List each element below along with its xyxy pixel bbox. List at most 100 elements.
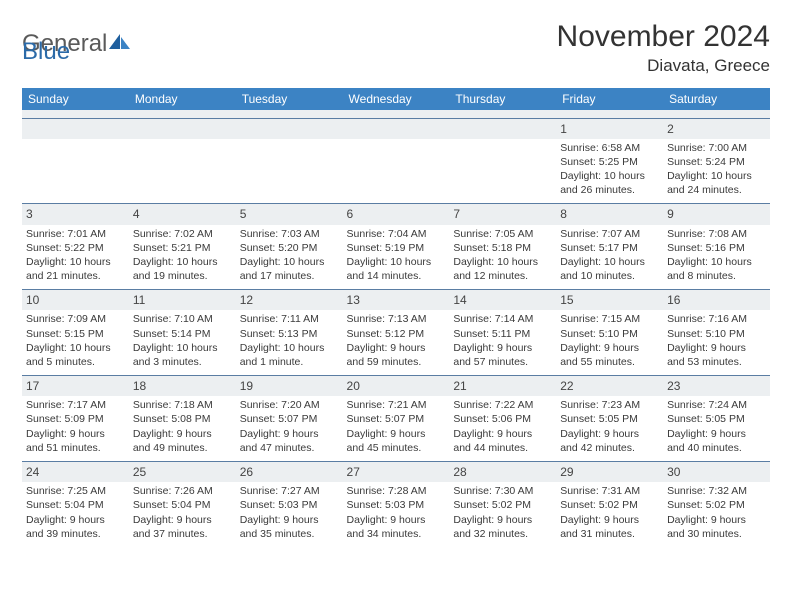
sun-info: Sunrise: 7:24 AMSunset: 5:05 PMDaylight:… (667, 398, 766, 455)
sun-info: Sunrise: 7:28 AMSunset: 5:03 PMDaylight:… (347, 484, 446, 541)
day-cell: 29Sunrise: 7:31 AMSunset: 5:02 PMDayligh… (556, 462, 663, 547)
sunrise-text: Sunrise: 7:15 AM (560, 312, 659, 326)
day-number: 27 (343, 462, 450, 482)
sun-info: Sunrise: 7:31 AMSunset: 5:02 PMDaylight:… (560, 484, 659, 541)
day-cell: 19Sunrise: 7:20 AMSunset: 5:07 PMDayligh… (236, 376, 343, 462)
daylight-text: Daylight: 10 hours and 17 minutes. (240, 255, 339, 283)
sunrise-text: Sunrise: 7:26 AM (133, 484, 232, 498)
day-cell-empty (22, 118, 129, 204)
day-cell: 20Sunrise: 7:21 AMSunset: 5:07 PMDayligh… (343, 376, 450, 462)
sun-info: Sunrise: 7:20 AMSunset: 5:07 PMDaylight:… (240, 398, 339, 455)
calendar-table: Sunday Monday Tuesday Wednesday Thursday… (22, 88, 770, 547)
day-cell: 11Sunrise: 7:10 AMSunset: 5:14 PMDayligh… (129, 290, 236, 376)
daylight-text: Daylight: 10 hours and 8 minutes. (667, 255, 766, 283)
sun-info: Sunrise: 7:02 AMSunset: 5:21 PMDaylight:… (133, 227, 232, 284)
sunset-text: Sunset: 5:04 PM (26, 498, 125, 512)
daylight-text: Daylight: 10 hours and 5 minutes. (26, 341, 125, 369)
day-number: 21 (449, 376, 556, 396)
daylight-text: Daylight: 9 hours and 57 minutes. (453, 341, 552, 369)
day-cell-empty (449, 118, 556, 204)
sunset-text: Sunset: 5:08 PM (133, 412, 232, 426)
day-cell: 21Sunrise: 7:22 AMSunset: 5:06 PMDayligh… (449, 376, 556, 462)
week-row: 1Sunrise: 6:58 AMSunset: 5:25 PMDaylight… (22, 118, 770, 204)
daylight-text: Daylight: 9 hours and 51 minutes. (26, 427, 125, 455)
sunrise-text: Sunrise: 7:24 AM (667, 398, 766, 412)
sun-info: Sunrise: 6:58 AMSunset: 5:25 PMDaylight:… (560, 141, 659, 198)
day-number: 4 (129, 204, 236, 224)
daylight-text: Daylight: 9 hours and 39 minutes. (26, 513, 125, 541)
sunrise-text: Sunrise: 7:10 AM (133, 312, 232, 326)
week-row: 24Sunrise: 7:25 AMSunset: 5:04 PMDayligh… (22, 462, 770, 547)
sunset-text: Sunset: 5:02 PM (667, 498, 766, 512)
sun-info: Sunrise: 7:08 AMSunset: 5:16 PMDaylight:… (667, 227, 766, 284)
daylight-text: Daylight: 10 hours and 1 minute. (240, 341, 339, 369)
day-number: 30 (663, 462, 770, 482)
day-number: 15 (556, 290, 663, 310)
sunset-text: Sunset: 5:20 PM (240, 241, 339, 255)
sunset-text: Sunset: 5:03 PM (240, 498, 339, 512)
daylight-text: Daylight: 9 hours and 32 minutes. (453, 513, 552, 541)
sun-info: Sunrise: 7:04 AMSunset: 5:19 PMDaylight:… (347, 227, 446, 284)
daylight-text: Daylight: 9 hours and 40 minutes. (667, 427, 766, 455)
sunrise-text: Sunrise: 7:11 AM (240, 312, 339, 326)
sunrise-text: Sunrise: 7:23 AM (560, 398, 659, 412)
sunset-text: Sunset: 5:18 PM (453, 241, 552, 255)
daylight-text: Daylight: 9 hours and 30 minutes. (667, 513, 766, 541)
title-block: November 2024 Diavata, Greece (557, 20, 770, 76)
sun-info: Sunrise: 7:32 AMSunset: 5:02 PMDaylight:… (667, 484, 766, 541)
day-number: 23 (663, 376, 770, 396)
day-number: 20 (343, 376, 450, 396)
day-cell: 27Sunrise: 7:28 AMSunset: 5:03 PMDayligh… (343, 462, 450, 547)
sunrise-text: Sunrise: 7:04 AM (347, 227, 446, 241)
daylight-text: Daylight: 9 hours and 37 minutes. (133, 513, 232, 541)
day-number: 5 (236, 204, 343, 224)
daylight-text: Daylight: 9 hours and 31 minutes. (560, 513, 659, 541)
weekday-header: Monday (129, 88, 236, 110)
day-number: 8 (556, 204, 663, 224)
sunset-text: Sunset: 5:10 PM (560, 327, 659, 341)
sunset-text: Sunset: 5:25 PM (560, 155, 659, 169)
daylight-text: Daylight: 10 hours and 3 minutes. (133, 341, 232, 369)
logo-sail-icon (109, 34, 131, 57)
day-number: 17 (22, 376, 129, 396)
day-cell: 2Sunrise: 7:00 AMSunset: 5:24 PMDaylight… (663, 118, 770, 204)
day-cell: 18Sunrise: 7:18 AMSunset: 5:08 PMDayligh… (129, 376, 236, 462)
sun-info: Sunrise: 7:21 AMSunset: 5:07 PMDaylight:… (347, 398, 446, 455)
sun-info: Sunrise: 7:14 AMSunset: 5:11 PMDaylight:… (453, 312, 552, 369)
sunrise-text: Sunrise: 7:01 AM (26, 227, 125, 241)
daylight-text: Daylight: 9 hours and 55 minutes. (560, 341, 659, 369)
sun-info: Sunrise: 7:18 AMSunset: 5:08 PMDaylight:… (133, 398, 232, 455)
sunset-text: Sunset: 5:07 PM (240, 412, 339, 426)
sun-info: Sunrise: 7:11 AMSunset: 5:13 PMDaylight:… (240, 312, 339, 369)
calendar-body: 1Sunrise: 6:58 AMSunset: 5:25 PMDaylight… (22, 118, 770, 547)
sunrise-text: Sunrise: 7:31 AM (560, 484, 659, 498)
day-cell: 15 Sunrise: 7:15 AMSunset: 5:10 PMDayligh… (556, 290, 663, 376)
weekday-header: Wednesday (343, 88, 450, 110)
daylight-text: Daylight: 10 hours and 10 minutes. (560, 255, 659, 283)
daylight-text: Daylight: 10 hours and 19 minutes. (133, 255, 232, 283)
day-cell: 24Sunrise: 7:25 AMSunset: 5:04 PMDayligh… (22, 462, 129, 547)
day-number (129, 119, 236, 139)
day-cell-empty (236, 118, 343, 204)
sunrise-text: Sunrise: 7:27 AM (240, 484, 339, 498)
day-cell: 3Sunrise: 7:01 AMSunset: 5:22 PMDaylight… (22, 204, 129, 290)
day-cell: 13Sunrise: 7:13 AMSunset: 5:12 PMDayligh… (343, 290, 450, 376)
sunset-text: Sunset: 5:06 PM (453, 412, 552, 426)
sunrise-text: Sunrise: 7:08 AM (667, 227, 766, 241)
sunset-text: Sunset: 5:10 PM (667, 327, 766, 341)
weekday-header: Friday (556, 88, 663, 110)
weekday-header: Tuesday (236, 88, 343, 110)
day-number (343, 119, 450, 139)
sunrise-text: Sunrise: 6:58 AM (560, 141, 659, 155)
day-number (236, 119, 343, 139)
sunrise-text: Sunrise: 7:28 AM (347, 484, 446, 498)
sunset-text: Sunset: 5:04 PM (133, 498, 232, 512)
sunset-text: Sunset: 5:22 PM (26, 241, 125, 255)
daylight-text: Daylight: 9 hours and 49 minutes. (133, 427, 232, 455)
daylight-text: Daylight: 9 hours and 47 minutes. (240, 427, 339, 455)
sunrise-text: Sunrise: 7:22 AM (453, 398, 552, 412)
sunrise-text: Sunrise: 7:32 AM (667, 484, 766, 498)
sunset-text: Sunset: 5:11 PM (453, 327, 552, 341)
day-number: 1 (556, 119, 663, 139)
sunset-text: Sunset: 5:19 PM (347, 241, 446, 255)
